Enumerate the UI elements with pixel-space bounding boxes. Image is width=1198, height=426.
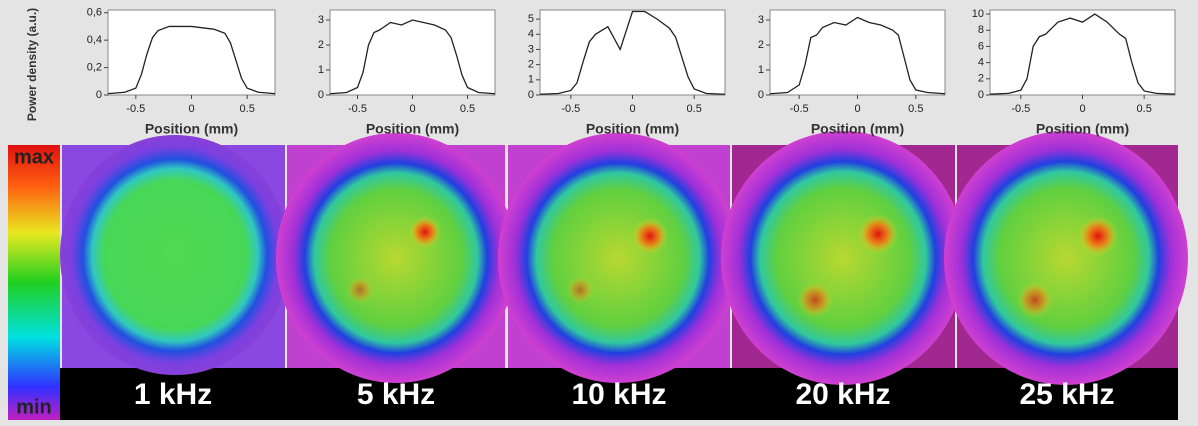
profile-line bbox=[329, 19, 496, 95]
panel-label: 5 kHz bbox=[357, 378, 435, 411]
x-tick-label: 0 bbox=[629, 103, 635, 115]
x-axis-label: Position (mm) bbox=[145, 121, 238, 137]
heatmap bbox=[721, 131, 965, 385]
y-tick-label: 0 bbox=[528, 89, 534, 101]
panel-label: 1 kHz bbox=[134, 378, 212, 411]
plot-area bbox=[989, 9, 1176, 96]
panel-label: 25 kHz bbox=[1019, 378, 1114, 411]
y-tick-label: 0 bbox=[318, 89, 324, 101]
colorbar bbox=[8, 145, 60, 420]
heatmap bbox=[944, 131, 1188, 385]
y-tick-label: 2 bbox=[318, 39, 324, 51]
y-tick-label: 8 bbox=[978, 24, 984, 36]
y-tick-label: 6 bbox=[978, 40, 984, 52]
heatmap bbox=[498, 133, 738, 383]
y-tick-label: 5 bbox=[528, 13, 534, 25]
y-tick-label: 4 bbox=[528, 28, 534, 40]
profile-line bbox=[769, 16, 946, 95]
heatmaps bbox=[60, 131, 1188, 385]
y-tick-label: 1 bbox=[758, 64, 764, 76]
y-tick-label: 0,4 bbox=[87, 34, 102, 46]
x-tick-label: -0.5 bbox=[561, 103, 580, 115]
y-tick-label: 3 bbox=[758, 14, 764, 26]
x-tick-label: 0.5 bbox=[460, 103, 475, 115]
panel-label: 10 kHz bbox=[571, 378, 666, 411]
x-tick-label: 0 bbox=[1079, 103, 1085, 115]
y-tick-label: 1 bbox=[528, 74, 534, 86]
x-tick-label: -0.5 bbox=[1011, 103, 1030, 115]
x-tick-label: 0.5 bbox=[240, 103, 255, 115]
profile-line bbox=[989, 13, 1176, 95]
x-axis-label: Position (mm) bbox=[586, 121, 679, 137]
y-tick-label: 0 bbox=[758, 89, 764, 101]
panel-label: 20 kHz bbox=[795, 378, 890, 411]
profile-line bbox=[107, 25, 276, 95]
x-tick-label: 0.5 bbox=[1137, 103, 1152, 115]
x-tick-label: 0 bbox=[188, 103, 194, 115]
y-tick-label: 4 bbox=[978, 57, 984, 69]
y-tick-label: 1 bbox=[318, 64, 324, 76]
plot-area bbox=[329, 9, 496, 96]
x-tick-label: 0.5 bbox=[687, 103, 702, 115]
plot-area bbox=[539, 9, 726, 96]
plot-area bbox=[107, 9, 276, 96]
x-axis-label: Position (mm) bbox=[366, 121, 459, 137]
x-tick-label: -0.5 bbox=[348, 103, 367, 115]
x-tick-label: -0.5 bbox=[790, 103, 809, 115]
y-tick-label: 0,6 bbox=[87, 7, 102, 19]
x-tick-label: 0.5 bbox=[908, 103, 923, 115]
y-tick-label: 2 bbox=[758, 39, 764, 51]
y-tick-label: 10 bbox=[972, 8, 984, 20]
x-tick-label: 0 bbox=[409, 103, 415, 115]
plot-area bbox=[769, 9, 946, 96]
y-tick-label: 3 bbox=[528, 43, 534, 55]
y-tick-label: 0,2 bbox=[87, 61, 102, 73]
x-axis-label: Position (mm) bbox=[1036, 121, 1129, 137]
profile-line bbox=[539, 10, 726, 95]
y-tick-label: 3 bbox=[318, 14, 324, 26]
heatmap bbox=[60, 135, 290, 375]
y-tick-label: 2 bbox=[978, 73, 984, 85]
x-tick-label: -0.5 bbox=[126, 103, 145, 115]
y-tick-label: 2 bbox=[528, 59, 534, 71]
heatmap bbox=[276, 133, 516, 383]
x-axis-label: Position (mm) bbox=[811, 121, 904, 137]
colorbar-max: max bbox=[14, 146, 54, 168]
colorbar-min: min bbox=[16, 396, 52, 418]
x-tick-label: 0 bbox=[854, 103, 860, 115]
y-tick-label: 0 bbox=[978, 89, 984, 101]
y-axis-label: Power density (a.u.) bbox=[25, 8, 39, 121]
y-tick-label: 0 bbox=[96, 89, 102, 101]
